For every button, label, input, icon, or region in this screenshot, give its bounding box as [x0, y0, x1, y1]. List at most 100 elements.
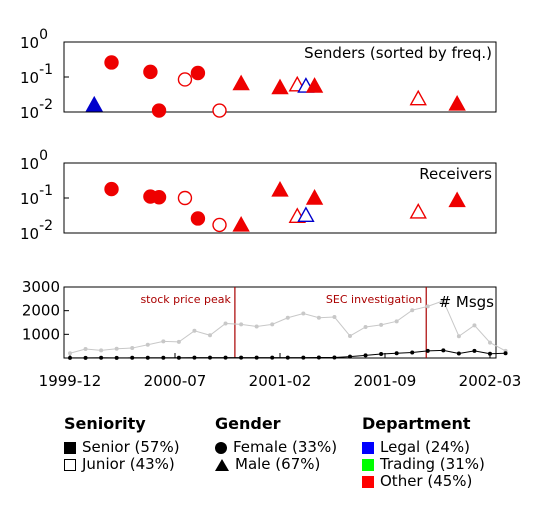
- data-point: [448, 94, 466, 111]
- data-point: [68, 351, 72, 356]
- data-point: [143, 64, 158, 80]
- legend-gender-title: Gender: [215, 414, 281, 433]
- legend-label-legal: Legal (24%): [380, 438, 471, 456]
- messages-panel-frame: [63, 286, 497, 359]
- data-point: [190, 65, 206, 81]
- y-tick-label: 2000: [22, 302, 60, 320]
- data-point: [192, 328, 197, 333]
- data-point: [503, 351, 508, 356]
- data-point: [394, 319, 399, 324]
- legend-seniority-title: Seniority: [64, 414, 146, 433]
- data-point: [239, 355, 244, 360]
- data-point: [270, 322, 275, 327]
- data-point: [332, 355, 337, 360]
- data-point: [176, 339, 181, 344]
- data-point: [208, 355, 212, 360]
- data-point: [285, 355, 290, 360]
- data-point: [176, 355, 181, 360]
- other-color-swatch-icon: [362, 475, 374, 488]
- data-point: [425, 304, 430, 309]
- legend-item-junior: Junior (43%): [64, 456, 180, 473]
- messages-panel: [63, 286, 508, 360]
- legend-gender: Gender Female (33%) Male (67%): [215, 414, 337, 473]
- data-point: [161, 339, 166, 344]
- data-point: [208, 333, 212, 338]
- data-point: [409, 202, 427, 219]
- data-point: [448, 191, 466, 208]
- legend-department-title: Department: [362, 414, 471, 433]
- data-point: [488, 351, 492, 356]
- data-point: [379, 322, 384, 327]
- data-point: [83, 355, 88, 360]
- data-point: [488, 340, 492, 345]
- senders-panel-title: Senders (sorted by freq.): [304, 44, 492, 62]
- y-tick-label: 10-1: [20, 183, 53, 208]
- messages-panel-title: # Msgs: [439, 293, 495, 311]
- data-point: [212, 103, 227, 118]
- data-point: [177, 72, 193, 87]
- data-point: [223, 355, 228, 360]
- legend-item-senior: Senior (57%): [64, 439, 180, 456]
- filled-square-icon: [64, 441, 76, 454]
- data-point: [104, 181, 119, 197]
- y-tick-label: 3000: [22, 278, 60, 296]
- x-tick-label: 2001-02: [249, 372, 312, 390]
- data-point: [316, 355, 321, 360]
- y-tick-label: 10-2: [20, 218, 53, 243]
- data-point: [394, 351, 399, 356]
- data-point: [239, 322, 244, 327]
- data-point: [177, 190, 193, 206]
- open-square-icon: [64, 458, 76, 471]
- data-point: [114, 346, 119, 351]
- y-tick-label: 10-2: [20, 97, 53, 122]
- legend-label-trading: Trading (31%): [380, 455, 485, 473]
- data-point: [254, 324, 259, 329]
- data-point: [456, 351, 461, 356]
- data-point: [410, 308, 415, 313]
- data-point: [223, 321, 228, 326]
- data-point: [145, 355, 150, 360]
- senders-panel: [63, 41, 497, 118]
- data-point: [212, 217, 227, 233]
- y-tick-label: 10-1: [20, 62, 53, 87]
- legend-label-other: Other (45%): [380, 472, 473, 490]
- data-point: [363, 353, 368, 358]
- legend-label-male: Male (67%): [235, 455, 321, 473]
- x-tick-label: 2000-07: [144, 372, 207, 390]
- figure: 100 10-1 10-2 Senders (sorted by freq.) 100 1…: [20, 27, 522, 390]
- data-point: [410, 350, 415, 355]
- data-point: [190, 211, 206, 226]
- data-point: [301, 311, 306, 316]
- data-point: [192, 355, 197, 360]
- data-point: [130, 346, 135, 351]
- data-point: [114, 355, 119, 360]
- data-point: [305, 77, 324, 93]
- legend-label-female: Female (33%): [233, 438, 338, 456]
- data-point: [161, 355, 166, 360]
- legend-label-junior: Junior (43%): [82, 455, 175, 473]
- data-point: [68, 355, 72, 360]
- data-point: [441, 298, 446, 303]
- data-point: [254, 355, 259, 360]
- legend-seniority: Seniority Senior (57%) Junior (43%): [64, 414, 180, 473]
- legend-item-legal: Legal (24%): [362, 439, 485, 456]
- x-tick-label: 2001-09: [354, 372, 417, 390]
- data-point: [305, 189, 324, 205]
- data-point: [301, 355, 306, 360]
- data-point: [348, 354, 352, 359]
- x-tick-label: 2002-03: [459, 372, 522, 390]
- data-point: [472, 348, 477, 353]
- data-point: [99, 355, 104, 360]
- y-tick-label: 100: [20, 27, 48, 52]
- legend-department: Department Legal (24%) Trading (31%) Oth…: [362, 414, 485, 490]
- legend-item-male: Male (67%): [215, 456, 337, 473]
- data-point: [363, 324, 368, 329]
- data-point: [83, 347, 88, 352]
- annotation-label: stock price peak: [140, 293, 231, 306]
- filled-circle-icon: [215, 441, 227, 454]
- data-point: [379, 351, 384, 356]
- data-point: [145, 342, 150, 347]
- y-tick-label: 1000: [22, 325, 60, 343]
- legend-item-other: Other (45%): [362, 473, 485, 490]
- legend-item-female: Female (33%): [215, 439, 337, 456]
